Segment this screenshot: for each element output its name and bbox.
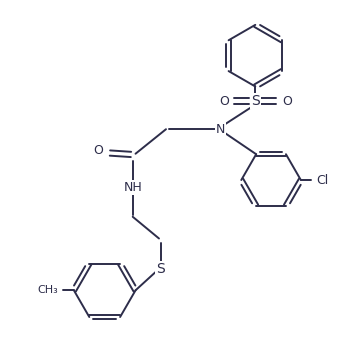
Text: O: O: [93, 144, 103, 157]
Text: CH₃: CH₃: [37, 285, 58, 295]
Text: O: O: [219, 95, 229, 108]
Text: S: S: [156, 262, 165, 276]
Text: N: N: [216, 123, 225, 136]
Text: S: S: [251, 94, 260, 108]
Text: Cl: Cl: [317, 174, 329, 186]
Text: O: O: [282, 95, 292, 108]
Text: NH: NH: [123, 180, 142, 193]
